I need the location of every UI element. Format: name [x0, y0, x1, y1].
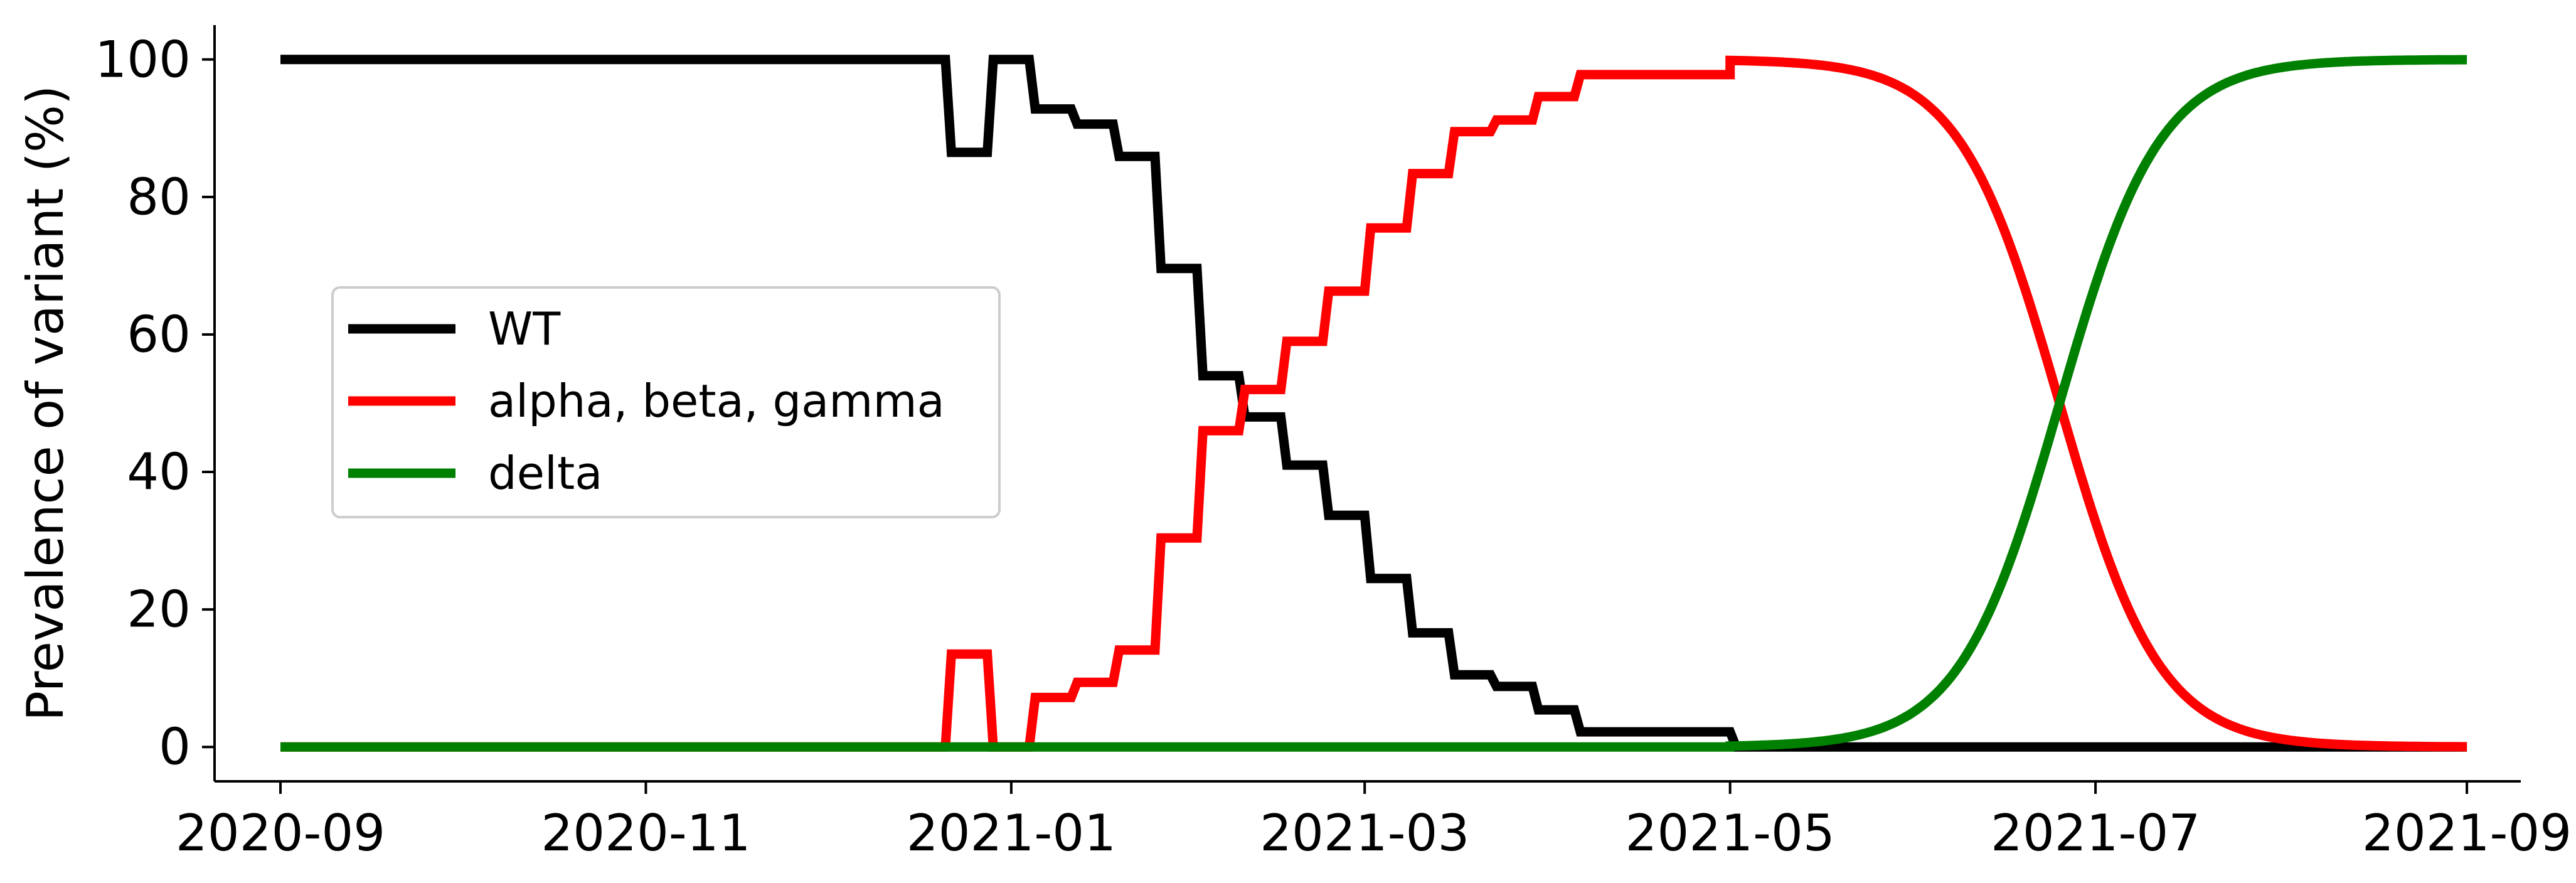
y-tick-label: 60	[127, 305, 191, 363]
x-tick-label: 2021-03	[1260, 804, 1469, 862]
axes-layer: 0 20 40 60 80 100 2020-09 2020-11 2021-01 2021-03…	[16, 25, 2572, 862]
x-tick-label: 2020-09	[176, 804, 385, 862]
series-layer	[280, 55, 2467, 752]
legend: WT alpha, beta, gamma delta	[331, 286, 1001, 518]
x-tick-label: 2021-05	[1626, 804, 1835, 862]
legend-label: WT	[488, 302, 561, 355]
x-tick-label: 2021-09	[2362, 804, 2572, 862]
y-tick-label: 80	[127, 168, 191, 226]
legend-box	[331, 286, 1001, 518]
x-tick-label: 2020-11	[541, 804, 750, 862]
y-tick-label: 100	[95, 30, 191, 88]
y-axis-title: Prevalence of variant (%)	[16, 85, 75, 721]
series-line-alpha-beta-gamma	[280, 55, 2467, 752]
series-line-delta	[280, 55, 2467, 752]
x-tick-label: 2021-01	[907, 804, 1116, 862]
y-tick-label: 20	[127, 581, 191, 639]
legend-label: alpha, beta, gamma	[488, 375, 945, 427]
series-line-wt	[280, 55, 2467, 752]
y-tick-label: 0	[159, 718, 191, 776]
legend-label: delta	[488, 447, 602, 500]
x-tick-label: 2021-07	[1991, 804, 2200, 862]
y-tick-label: 40	[127, 443, 191, 501]
